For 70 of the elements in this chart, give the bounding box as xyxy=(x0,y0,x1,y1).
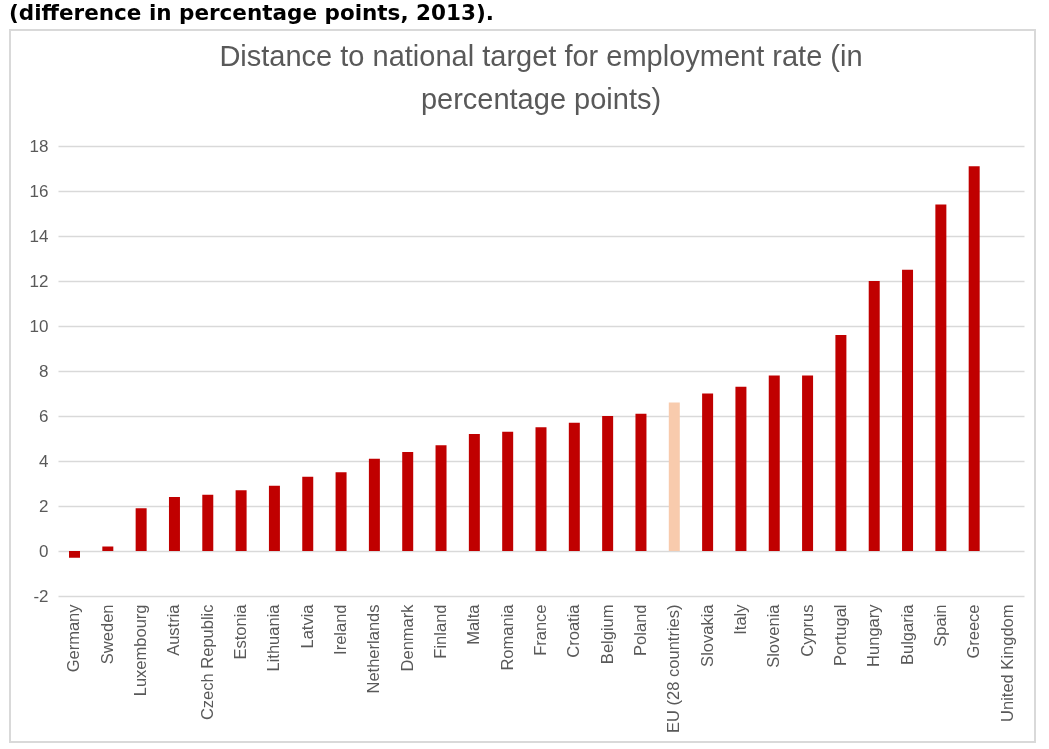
bar xyxy=(168,497,180,551)
bar xyxy=(468,434,480,551)
chart-title: Distance to national target for employment rate (in percentage points) xyxy=(219,40,863,115)
bar xyxy=(235,490,247,551)
x-tick-label: Finland xyxy=(431,604,450,659)
x-tick-label: Romania xyxy=(497,603,516,671)
x-tick-label: Croatia xyxy=(564,603,583,658)
bar xyxy=(568,422,580,551)
bar xyxy=(335,472,347,551)
x-tick-label: Sweden xyxy=(97,604,116,665)
bar xyxy=(135,508,147,551)
y-tick-label: 12 xyxy=(29,271,49,291)
bar xyxy=(535,427,547,551)
bar xyxy=(435,445,447,551)
y-tick-label: 16 xyxy=(29,181,49,201)
y-tick-label: 2 xyxy=(39,496,49,516)
x-tick-label: Estonia xyxy=(231,603,250,660)
bar xyxy=(402,452,414,551)
x-tick-label: Hungary xyxy=(864,603,883,667)
x-tick-label: Netherlands xyxy=(364,604,383,694)
x-tick-label: Italy xyxy=(730,603,749,635)
y-tick-label: 4 xyxy=(39,451,49,471)
bar xyxy=(635,413,647,551)
bar xyxy=(69,551,80,558)
x-tick-label: Portugal xyxy=(830,604,849,666)
bar xyxy=(302,476,314,551)
x-tick-label: Latvia xyxy=(297,603,316,649)
x-tick-label: France xyxy=(531,604,549,656)
y-tick-label: 14 xyxy=(29,226,49,246)
x-tick-label: Bulgaria xyxy=(897,603,916,666)
x-tick-label: Ireland xyxy=(331,604,350,655)
bar xyxy=(102,546,114,551)
x-tick-label: Malta xyxy=(464,603,483,645)
bar xyxy=(902,269,914,551)
x-tick-label: Germany xyxy=(64,603,83,673)
x-tick-label: Spain xyxy=(930,604,949,647)
bar xyxy=(768,375,780,551)
bar xyxy=(268,485,280,551)
x-tick-label: Luxembourg xyxy=(131,604,150,697)
y-tick-label: 8 xyxy=(39,361,49,381)
bar xyxy=(802,375,814,551)
x-tick-label: Slovakia xyxy=(697,603,716,667)
x-tick-label: Belgium xyxy=(597,604,616,665)
x-tick-label: Slovenia xyxy=(764,603,783,668)
bar xyxy=(735,386,747,551)
y-tick-label: 18 xyxy=(29,136,49,156)
y-tick-label: 0 xyxy=(39,541,49,561)
bar xyxy=(868,281,880,551)
bar xyxy=(668,402,680,551)
x-tick-label: Cyprus xyxy=(797,604,816,657)
bar xyxy=(202,494,214,551)
bar xyxy=(368,458,380,551)
x-tick-label: Lithuania xyxy=(264,603,283,672)
x-tick-label: Greece xyxy=(964,604,983,659)
bar xyxy=(968,166,980,551)
bar xyxy=(835,335,847,551)
x-tick-label: EU (28 countries) xyxy=(664,604,683,733)
bar xyxy=(502,431,514,551)
bar xyxy=(602,416,614,551)
bar xyxy=(935,204,947,551)
x-tick-label: Czech Republic xyxy=(197,604,216,721)
y-tick-label: 6 xyxy=(39,406,49,426)
x-tick-label: Denmark xyxy=(397,603,416,672)
bar xyxy=(702,393,714,551)
x-tick-label: Poland xyxy=(630,604,649,656)
x-tick-label: Austria xyxy=(164,603,183,656)
y-tick-label: 10 xyxy=(29,316,49,336)
y-tick-label: -2 xyxy=(33,586,49,606)
text: (difference in percentage points, 2013). xyxy=(9,0,494,26)
x-tick-label: United Kingdom xyxy=(997,604,1016,722)
